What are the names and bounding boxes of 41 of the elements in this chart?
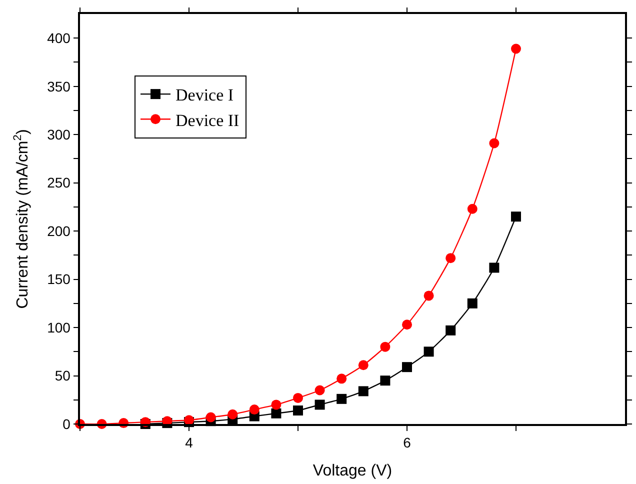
point — [249, 404, 260, 415]
point — [358, 386, 368, 396]
point — [467, 204, 478, 214]
point — [489, 138, 500, 148]
y-tick-label: 150 — [47, 271, 71, 288]
point — [424, 290, 434, 301]
point — [336, 394, 347, 404]
point — [402, 362, 412, 372]
point — [206, 412, 216, 422]
point — [380, 342, 390, 352]
point — [336, 374, 347, 384]
y-tick-label: 100 — [47, 319, 71, 336]
y-tick-label: 400 — [47, 30, 71, 46]
point — [314, 385, 325, 396]
y-tick-label: 50 — [54, 368, 71, 384]
y-tick-label: 250 — [47, 174, 71, 191]
point — [293, 392, 303, 403]
x-axis-title: Voltage (V) — [312, 462, 392, 480]
point — [293, 405, 303, 416]
legend-label: Device II — [176, 110, 240, 130]
point — [446, 325, 456, 336]
y-tick-label: 350 — [47, 78, 71, 94]
point — [271, 408, 282, 418]
x-tick-label: 6 — [403, 434, 412, 451]
point — [228, 409, 238, 420]
y-tick-label: 200 — [47, 222, 71, 239]
point — [424, 346, 434, 357]
point — [358, 360, 368, 370]
point — [511, 212, 521, 222]
point — [402, 320, 412, 330]
point — [314, 400, 325, 410]
point — [467, 298, 478, 308]
point — [380, 376, 390, 386]
point — [271, 400, 282, 410]
x-tick-label: 4 — [185, 434, 194, 451]
point — [489, 262, 500, 273]
legend-label: Device I — [176, 86, 234, 105]
point — [446, 253, 456, 264]
y-tick-label: 300 — [47, 126, 71, 142]
y-tick-label: 0 — [62, 416, 71, 432]
point — [511, 44, 521, 54]
